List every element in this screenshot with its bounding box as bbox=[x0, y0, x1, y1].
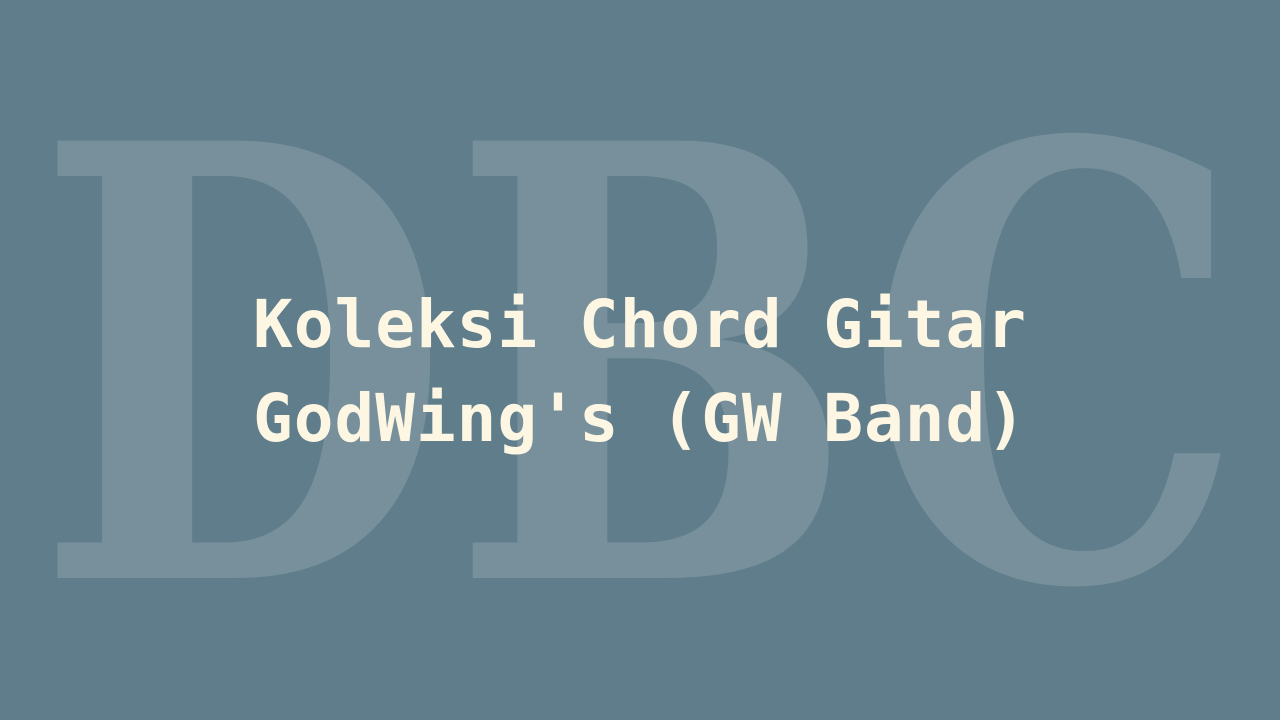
title-line-2: GodWing's (GW Band) bbox=[253, 380, 1027, 457]
watermark-text: DBC bbox=[35, 15, 1245, 720]
page-title: Koleksi Chord Gitar GodWing's (GW Band) bbox=[0, 278, 1280, 466]
title-line-1: Koleksi Chord Gitar bbox=[253, 286, 1027, 363]
